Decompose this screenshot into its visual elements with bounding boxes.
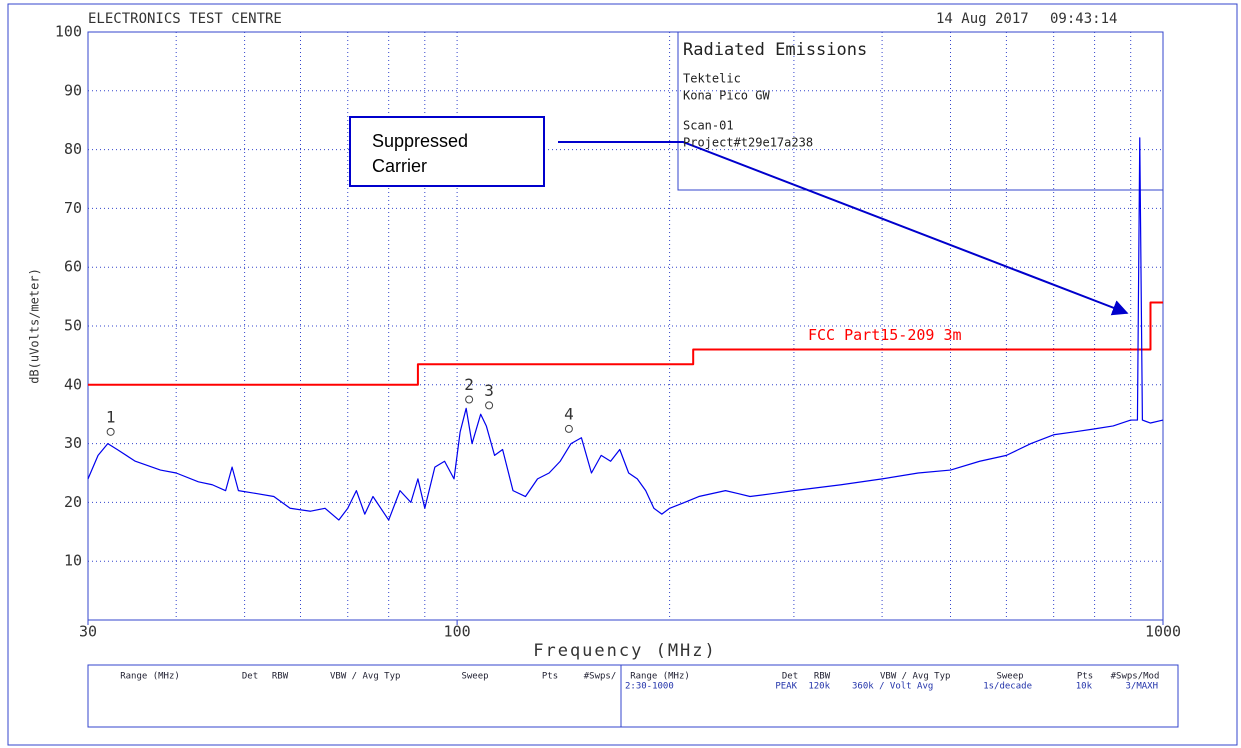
- marker-label: 4: [564, 404, 574, 423]
- info-text: Project#t29e17a238: [683, 136, 813, 150]
- y-axis-label: dB(uVolts/meter): [28, 268, 42, 384]
- marker: [465, 395, 474, 404]
- info-text: Scan-01: [683, 119, 734, 133]
- marker-label: 2: [464, 375, 474, 394]
- table-header: Sweep: [461, 672, 488, 682]
- header-time: 09:43:14: [1050, 11, 1117, 27]
- series-line: [87, 137, 1164, 521]
- marker: [106, 427, 115, 436]
- table-header: #Swps/Mod: [1111, 672, 1160, 682]
- table-header: Pts: [542, 672, 558, 682]
- y-tick-label: 70: [64, 199, 82, 217]
- table-cell: 2:30-1000: [625, 682, 674, 692]
- y-tick-label: 80: [64, 140, 82, 158]
- marker-label: 1: [106, 407, 116, 426]
- header-date: 14 Aug 2017: [936, 11, 1029, 27]
- y-tick-label: 50: [64, 317, 82, 335]
- y-tick-label: 30: [64, 434, 82, 452]
- table-header: VBW / Avg Typ: [330, 672, 400, 682]
- info-text: Kona Pico GW: [683, 89, 770, 103]
- y-tick-label: 90: [64, 81, 82, 99]
- annotation-arrow: [558, 141, 1129, 316]
- annotation-line: Suppressed: [372, 131, 468, 151]
- x-tick-label: 1000: [1145, 623, 1181, 641]
- annotation-box: [349, 116, 545, 187]
- y-tick-label: 10: [64, 552, 82, 570]
- y-tick-label: 20: [64, 493, 82, 511]
- settings-table: [87, 664, 1179, 728]
- plot: 10 20 30 40 50 60 70 80 90 100 30 100 1000 FCC Part15…: [55, 23, 1181, 641]
- table-header: Sweep: [996, 672, 1023, 682]
- table-header: Det: [782, 672, 798, 682]
- x-tick-label: 30: [79, 623, 97, 641]
- header-left: ELECTRONICS TEST CENTRE: [88, 11, 282, 27]
- table-cell: 360k / Volt Avg: [852, 682, 933, 692]
- table-cell: 3/MAXH: [1125, 682, 1158, 692]
- table-header: #Swps/: [584, 672, 617, 682]
- table-header: Pts: [1077, 672, 1093, 682]
- table-cell: PEAK: [775, 682, 797, 692]
- table-cell: 1s/decade: [983, 682, 1032, 692]
- plot-frame: [87, 31, 1164, 621]
- table-header: Range (MHz): [120, 672, 180, 682]
- x-axis-label: Frequency (MHz): [533, 641, 717, 661]
- table-header: VBW / Avg Typ: [880, 672, 950, 682]
- y-tick-label: 40: [64, 375, 82, 393]
- table-header: Range (MHz): [630, 672, 690, 682]
- series-line: [88, 301, 1163, 386]
- annotation-line: Carrier: [372, 156, 427, 176]
- info-text: Radiated Emissions: [683, 40, 867, 60]
- marker: [564, 424, 573, 433]
- page-frame: [7, 3, 1238, 746]
- marker: [485, 401, 494, 410]
- y-tick-label: 60: [64, 258, 82, 276]
- table-header: RBW: [272, 672, 289, 682]
- y-tick-label: 100: [55, 23, 82, 41]
- info-text: Tektelic: [683, 72, 741, 86]
- table-cell: 120k: [808, 682, 830, 692]
- table-header: Det: [242, 672, 258, 682]
- table-cell: 10k: [1076, 682, 1093, 692]
- limit-label: FCC Part15-209 3m: [808, 326, 962, 344]
- marker-label: 3: [484, 381, 494, 400]
- table-header: RBW: [814, 672, 831, 682]
- x-tick-label: 100: [444, 623, 471, 641]
